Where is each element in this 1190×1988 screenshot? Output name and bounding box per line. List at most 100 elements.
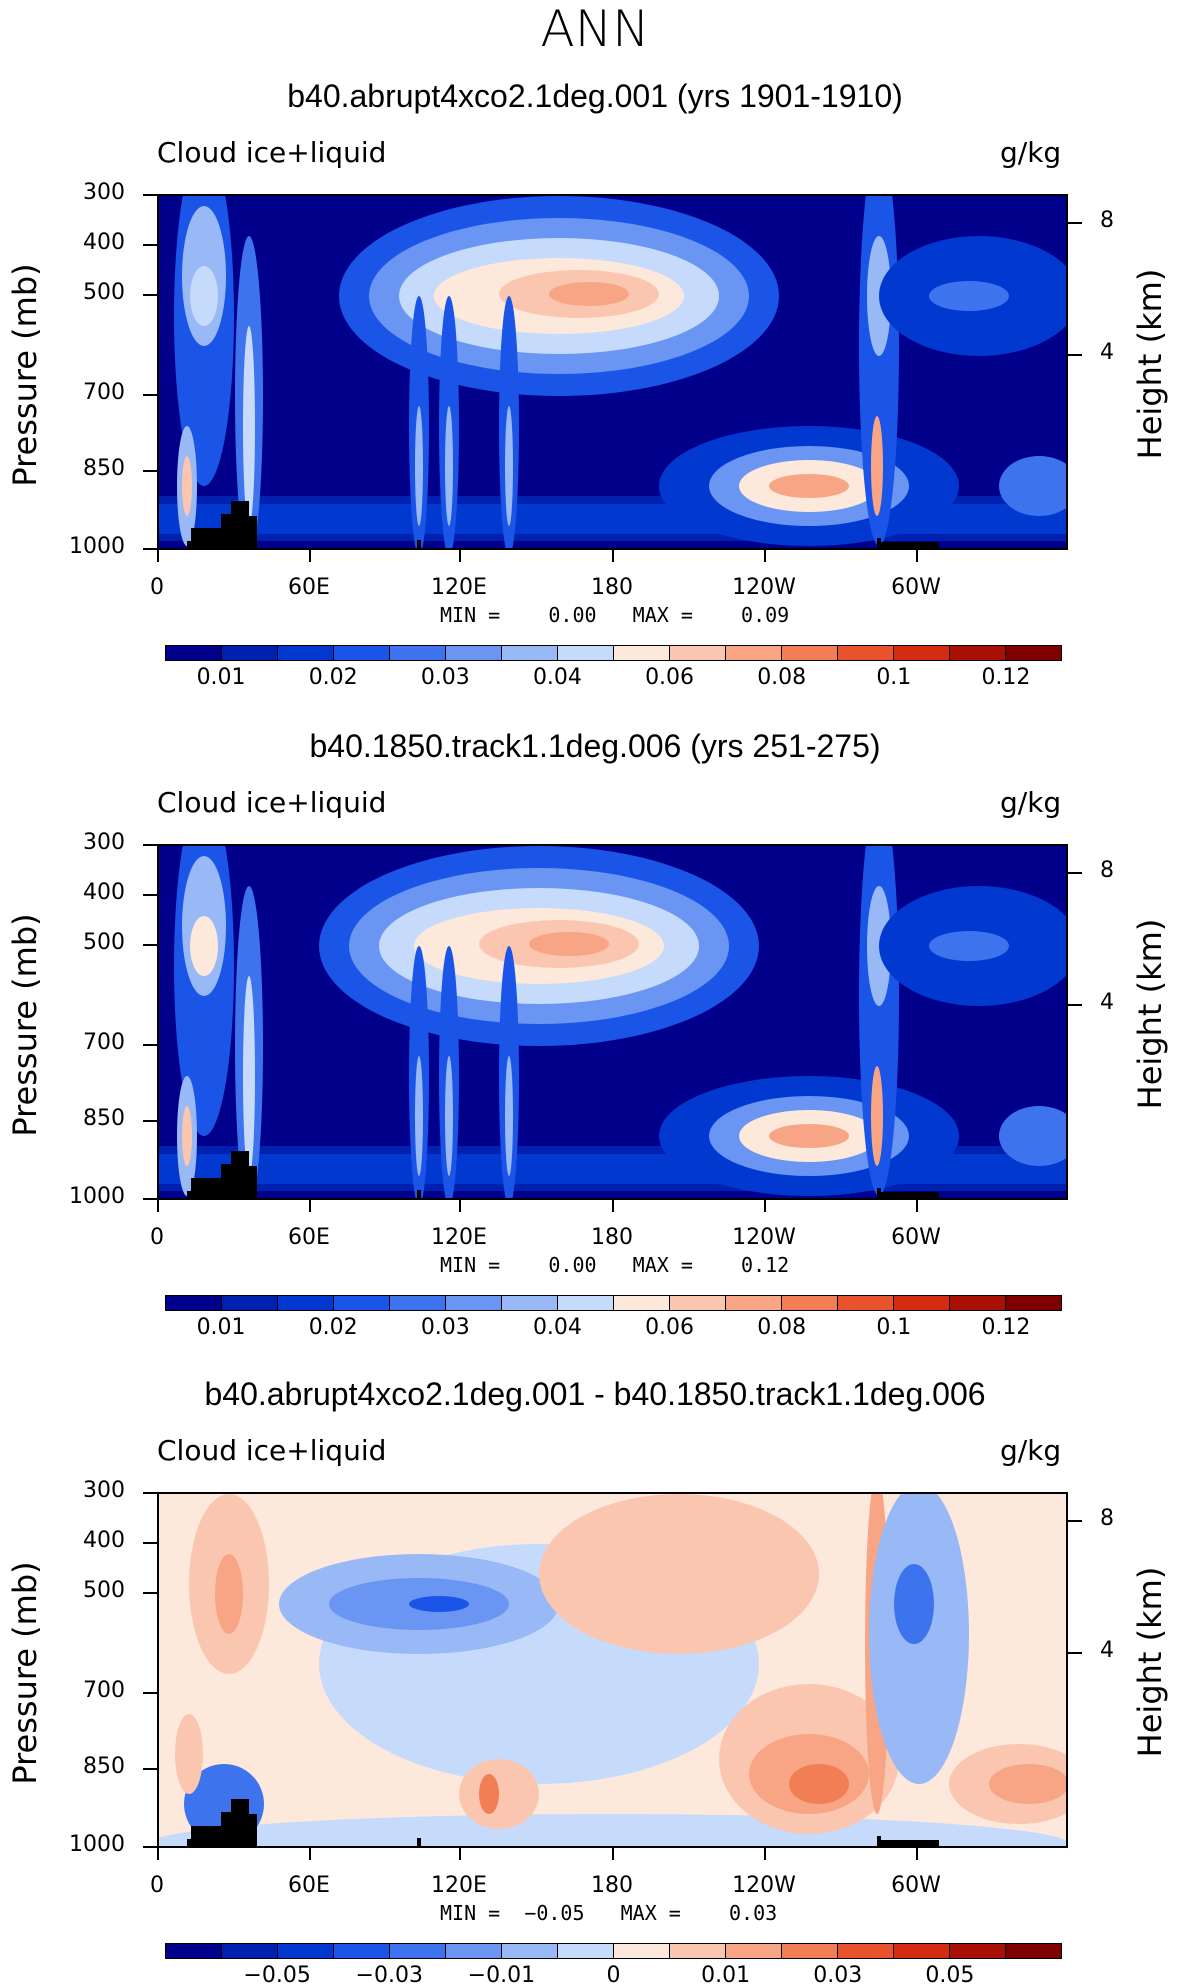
- contour-region: [190, 916, 218, 976]
- colorbar-label: 0.02: [308, 665, 358, 690]
- x-tick-label: 60E: [288, 1873, 330, 1898]
- y-tick-label: 500: [83, 1578, 125, 1603]
- colorbar-swatch: [838, 646, 894, 660]
- contour-region: [415, 1056, 423, 1176]
- y-axis-title-right: Height (km): [1131, 918, 1169, 1110]
- y-tick-label: 700: [83, 1030, 125, 1055]
- colorbar-swatch: [782, 646, 838, 660]
- y-tick-label: 700: [83, 380, 125, 405]
- contour-region: [243, 326, 255, 526]
- contour-region: [999, 1106, 1066, 1166]
- colorbar-label: 0.08: [757, 1315, 807, 1340]
- right-tick-label: 4: [1100, 1638, 1114, 1663]
- colorbar-swatch: [1006, 1296, 1061, 1310]
- y-axis-title: Pressure (mb): [6, 913, 44, 1137]
- y-tick-mark: [143, 1120, 157, 1122]
- contour-region: [182, 1106, 192, 1166]
- x-tick-mark: [309, 550, 311, 562]
- contour-region: [999, 456, 1066, 516]
- y-tick-label: 400: [83, 230, 125, 255]
- y-tick-mark: [143, 1846, 157, 1848]
- colorbar-swatch: [894, 1296, 950, 1310]
- colorbar-swatch: [726, 1296, 782, 1310]
- contour-region: [505, 406, 513, 526]
- colorbar-swatch: [558, 1944, 614, 1958]
- x-tick-label: 120E: [431, 575, 487, 600]
- x-tick-label: 180: [591, 575, 633, 600]
- y-axis-title-right: Height (km): [1131, 1566, 1169, 1758]
- units-label: g/kg: [1000, 786, 1062, 819]
- colorbar-swatch: [502, 646, 558, 660]
- colorbar-label: 0.01: [196, 665, 246, 690]
- x-tick-label: 120W: [732, 575, 796, 600]
- units-label: g/kg: [1000, 1434, 1062, 1467]
- colorbar-label: 0.05: [925, 1963, 975, 1988]
- x-tick-mark: [612, 550, 614, 562]
- contour-region: [445, 1056, 453, 1176]
- x-tick-mark: [916, 1848, 918, 1860]
- x-tick-label: 60W: [891, 575, 941, 600]
- right-tick-mark: [1068, 1520, 1082, 1522]
- x-tick-mark: [459, 1848, 461, 1860]
- colorbar-swatch: [390, 1296, 446, 1310]
- y-axis-title-right: Height (km): [1131, 268, 1169, 460]
- y-tick-mark: [143, 844, 157, 846]
- min-max-label: MIN = −0.05 MAX = 0.03: [440, 1901, 778, 1925]
- contour-plot: [157, 1492, 1068, 1848]
- right-tick-label: 8: [1100, 1506, 1114, 1531]
- x-tick-mark: [764, 1848, 766, 1860]
- x-tick-label: 60E: [288, 575, 330, 600]
- colorbar-label: 0.03: [420, 1315, 470, 1340]
- x-tick-label: 0: [150, 1225, 164, 1250]
- contour-region: [215, 1554, 243, 1634]
- colorbar: [165, 1943, 1062, 1959]
- x-tick-label: 120W: [732, 1873, 796, 1898]
- right-tick-mark: [1068, 354, 1082, 356]
- contour-plot: [157, 844, 1068, 1200]
- contour-region: [789, 1764, 849, 1804]
- colorbar-swatch: [222, 1296, 278, 1310]
- colorbar-swatch: [1006, 1944, 1061, 1958]
- colorbar-label: 0.03: [813, 1963, 863, 1988]
- contour-region: [529, 932, 609, 956]
- y-tick-label: 400: [83, 880, 125, 905]
- colorbar-label: 0.06: [645, 665, 695, 690]
- colorbar-swatch: [950, 1296, 1006, 1310]
- colorbar-swatch: [222, 646, 278, 660]
- y-tick-label: 1000: [69, 1184, 125, 1209]
- colorbar-swatch: [558, 1296, 614, 1310]
- colorbar-label: 0.03: [420, 665, 470, 690]
- contour-region: [505, 1056, 513, 1176]
- colorbar-swatch: [278, 1944, 334, 1958]
- y-tick-mark: [143, 1198, 157, 1200]
- y-tick-label: 700: [83, 1678, 125, 1703]
- colorbar-swatch: [614, 1944, 670, 1958]
- colorbar-swatch: [390, 1944, 446, 1958]
- contour-field: [159, 196, 1066, 548]
- y-tick-mark: [143, 470, 157, 472]
- min-max-label: MIN = 0.00 MAX = 0.09: [440, 603, 790, 627]
- x-tick-mark: [764, 1200, 766, 1212]
- contour-region: [190, 266, 218, 326]
- colorbar-swatch: [502, 1296, 558, 1310]
- colorbar-swatch: [446, 1944, 502, 1958]
- colorbar-label: 0: [606, 1963, 621, 1988]
- variable-label: Cloud ice+liquid: [157, 1434, 387, 1467]
- colorbar-swatch: [558, 646, 614, 660]
- y-axis-title: Pressure (mb): [6, 263, 44, 487]
- colorbar-swatch: [166, 1296, 222, 1310]
- contour-region: [769, 474, 849, 498]
- colorbar-swatch: [726, 1944, 782, 1958]
- x-tick-mark: [157, 550, 159, 562]
- colorbar-swatch: [222, 1944, 278, 1958]
- colorbar-label: 0.02: [308, 1315, 358, 1340]
- colorbar-swatch: [950, 646, 1006, 660]
- x-tick-label: 120W: [732, 1225, 796, 1250]
- x-tick-mark: [612, 1848, 614, 1860]
- x-tick-label: 0: [150, 575, 164, 600]
- colorbar-swatch: [334, 1296, 390, 1310]
- colorbar-swatch: [894, 1944, 950, 1958]
- colorbar-swatch: [334, 1944, 390, 1958]
- right-tick-label: 8: [1100, 858, 1114, 883]
- x-tick-label: 0: [150, 1873, 164, 1898]
